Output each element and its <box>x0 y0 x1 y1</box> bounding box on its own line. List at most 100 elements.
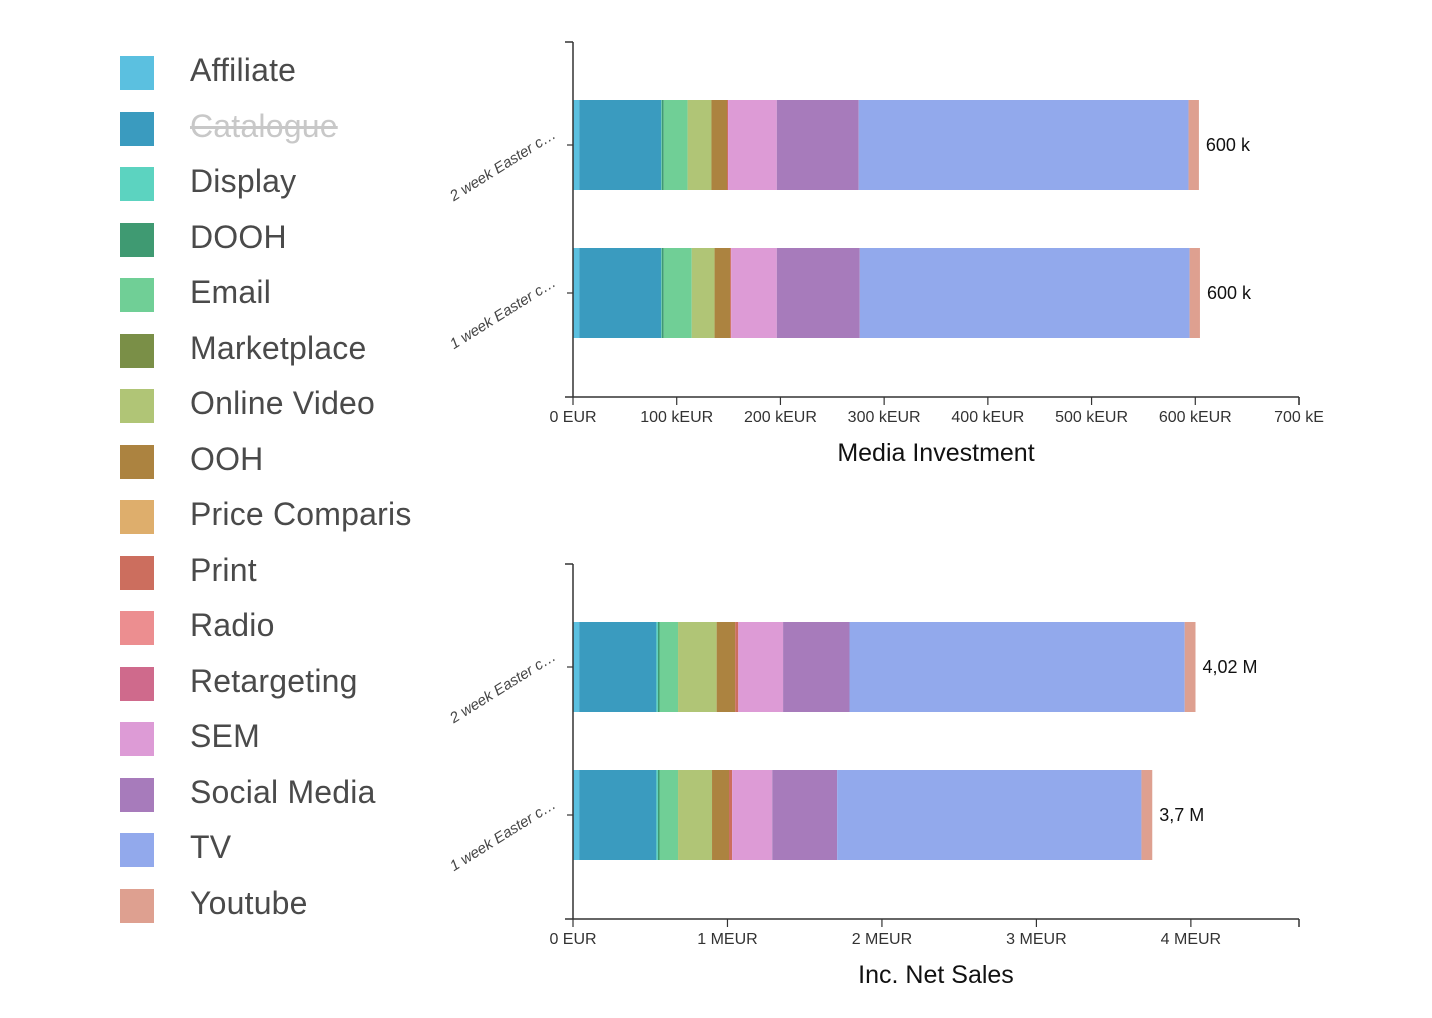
bar-segment-display <box>656 770 658 860</box>
bar-segment-email <box>659 622 679 712</box>
legend-swatch <box>120 722 154 756</box>
legend-item-email[interactable]: Email <box>120 268 440 324</box>
legend-label: Catalogue <box>190 107 338 144</box>
legend-swatch <box>120 833 154 867</box>
x-tick-label: 400 kEUR <box>951 409 1024 426</box>
x-tick-label: 4 MEUR <box>1161 931 1221 948</box>
bar-segment-sem <box>732 770 773 860</box>
bar-segment-youtube <box>1188 100 1199 190</box>
legend-label: Display <box>190 163 297 199</box>
legend-item-affiliate[interactable]: Affiliate <box>120 46 440 102</box>
legend-item-catalogue[interactable]: Catalogue <box>120 102 440 158</box>
bar-segment-online-video <box>691 248 715 338</box>
legend-item-dooh[interactable]: DOOH <box>120 213 440 269</box>
bar-segment-affiliate <box>573 248 580 338</box>
category-label: 2 week Easter c… <box>446 648 559 727</box>
legend-label: Marketplace <box>190 329 367 366</box>
bar-segment-dooh <box>661 100 664 190</box>
x-tick-label: 3 MEUR <box>1006 931 1066 948</box>
legend-item-youtube[interactable]: Youtube <box>120 879 440 935</box>
legend-swatch <box>120 222 154 257</box>
legend-label: Email <box>190 274 272 310</box>
legend-label: Online Video <box>190 385 376 421</box>
category-label: 2 week Easter c… <box>446 126 559 205</box>
legend-label: TV <box>190 829 232 865</box>
legend-item-print[interactable]: Print <box>120 546 440 602</box>
category-label: 1 week Easter c… <box>447 796 559 875</box>
x-tick-label: 2 MEUR <box>852 931 912 948</box>
total-label: 4,02 M <box>1203 657 1258 677</box>
legend-swatch <box>120 444 154 479</box>
x-tick-label: 300 kEUR <box>848 409 921 426</box>
bar-segment-ooh <box>711 100 728 190</box>
x-axis-title: Media Investment <box>837 439 1034 467</box>
legend-swatch <box>120 111 154 146</box>
legend-label: Affiliate <box>190 52 297 88</box>
legend-label: Social Media <box>190 773 376 810</box>
bar-segment-sem <box>731 248 777 338</box>
bar-segment-email <box>663 100 688 190</box>
legend-item-tv[interactable]: TV <box>120 823 440 879</box>
legend-item-price-comparis[interactable]: Price Comparis <box>120 490 440 546</box>
bar-segment-youtube <box>1141 770 1153 860</box>
x-tick-label: 700 kE <box>1274 409 1324 426</box>
x-tick-label: 1 MEUR <box>697 931 757 948</box>
legend-swatch <box>120 611 154 645</box>
bar-segment-youtube <box>1184 622 1196 712</box>
legend-item-marketplace[interactable]: Marketplace <box>120 324 440 380</box>
x-axis-title: Inc. Net Sales <box>858 961 1014 989</box>
bar-segment-dooh <box>657 770 660 860</box>
chart-1: 600 k 2 week Easter c… 600 k 1 week Easter … <box>446 41 1324 467</box>
legend-item-ooh[interactable]: OOH <box>120 435 440 491</box>
legend-label: Radio <box>190 607 275 643</box>
bar-segment-sem <box>738 622 784 712</box>
legend-swatch <box>120 500 154 534</box>
chart-2: 4,02 M 2 week Easter c… 3,7 M 1 week Easter… <box>446 563 1300 989</box>
bar-segment-display <box>656 622 658 712</box>
x-tick-label: 200 kEUR <box>744 409 817 426</box>
bar-segment-print <box>727 100 729 190</box>
x-tick-label: 600 kEUR <box>1159 409 1232 426</box>
bar-segment-online-video <box>678 622 717 712</box>
bar-segment-dooh <box>661 248 664 338</box>
legend-label: OOH <box>190 440 264 477</box>
legend-swatch <box>120 56 154 90</box>
bar-segment-affiliate <box>573 770 580 860</box>
legend-item-display[interactable]: Display <box>120 157 440 213</box>
bar-segment-affiliate <box>573 622 580 712</box>
bar-segment-print <box>729 770 733 860</box>
legend-label: DOOH <box>190 218 287 255</box>
legend-swatch <box>120 777 154 812</box>
legend-label: Youtube <box>190 884 308 921</box>
legend-item-online-video[interactable]: Online Video <box>120 379 440 435</box>
legend-label: SEM <box>190 718 260 754</box>
x-tick-label: 0 EUR <box>549 409 596 426</box>
bar-segment-social-media <box>783 622 850 712</box>
legend-item-sem[interactable]: SEM <box>120 712 440 768</box>
bar-segment-tv <box>849 622 1185 712</box>
bar-segment-print <box>730 248 732 338</box>
bar-segment-tv <box>858 100 1189 190</box>
chart-legend: Affiliate Catalogue Display DOOH Email Market… <box>120 46 440 934</box>
legend-swatch <box>120 167 154 201</box>
legend-swatch <box>120 555 154 590</box>
legend-label: Price Comparis <box>190 496 412 532</box>
bar-segment-social-media <box>776 248 860 338</box>
bar-segment-dooh <box>657 622 660 712</box>
bar-segment-affiliate <box>573 100 580 190</box>
legend-label: Retargeting <box>190 662 358 699</box>
legend-item-retargeting[interactable]: Retargeting <box>120 657 440 713</box>
bar-segment-catalogue <box>579 100 662 190</box>
bar-segment-social-media <box>772 770 838 860</box>
bar-segment-online-video <box>687 100 712 190</box>
x-tick-label: 100 kEUR <box>640 409 713 426</box>
legend-item-social-media[interactable]: Social Media <box>120 768 440 824</box>
total-label: 600 k <box>1207 283 1252 303</box>
bar-segment-ooh <box>712 770 730 860</box>
x-tick-label: 0 EUR <box>549 931 596 948</box>
legend-swatch <box>120 389 154 423</box>
legend-swatch <box>120 278 154 312</box>
bar-segment-ooh <box>714 248 731 338</box>
legend-item-radio[interactable]: Radio <box>120 601 440 657</box>
